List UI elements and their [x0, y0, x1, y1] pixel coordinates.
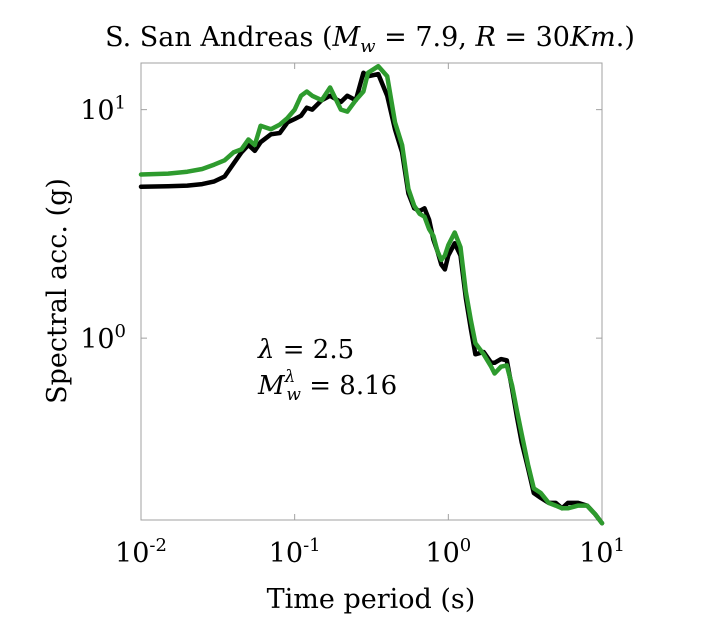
series-line-observed	[138, 70, 605, 526]
x-tick-label-0: 10-2	[115, 535, 167, 569]
y-tick-label-1: 101	[80, 93, 126, 127]
annotation-mw-lambda: Mλ w = 8.16	[257, 367, 397, 405]
x-tick-label-3: 101	[579, 535, 625, 569]
y-axis-label: Spectral acc. (g)	[42, 178, 73, 404]
plot-frame	[140, 62, 603, 521]
chart-title: S. San Andreas (Mw = 7.9, R = 30Km.)	[105, 22, 635, 57]
axis-ticks	[140, 63, 603, 520]
y-tick-label-0: 100	[80, 321, 126, 355]
series-line-simulated	[138, 63, 605, 526]
series-layer	[138, 63, 605, 526]
x-axis-label: Time period (s)	[267, 584, 476, 615]
x-tick-labels: 10-2 10-1 100 101	[115, 535, 625, 569]
x-tick-label-2: 100	[425, 535, 471, 569]
annotation-lambda: λ = 2.5	[257, 335, 354, 365]
y-tick-labels: 100 101	[80, 93, 126, 356]
x-tick-label-1: 10-1	[269, 535, 321, 569]
